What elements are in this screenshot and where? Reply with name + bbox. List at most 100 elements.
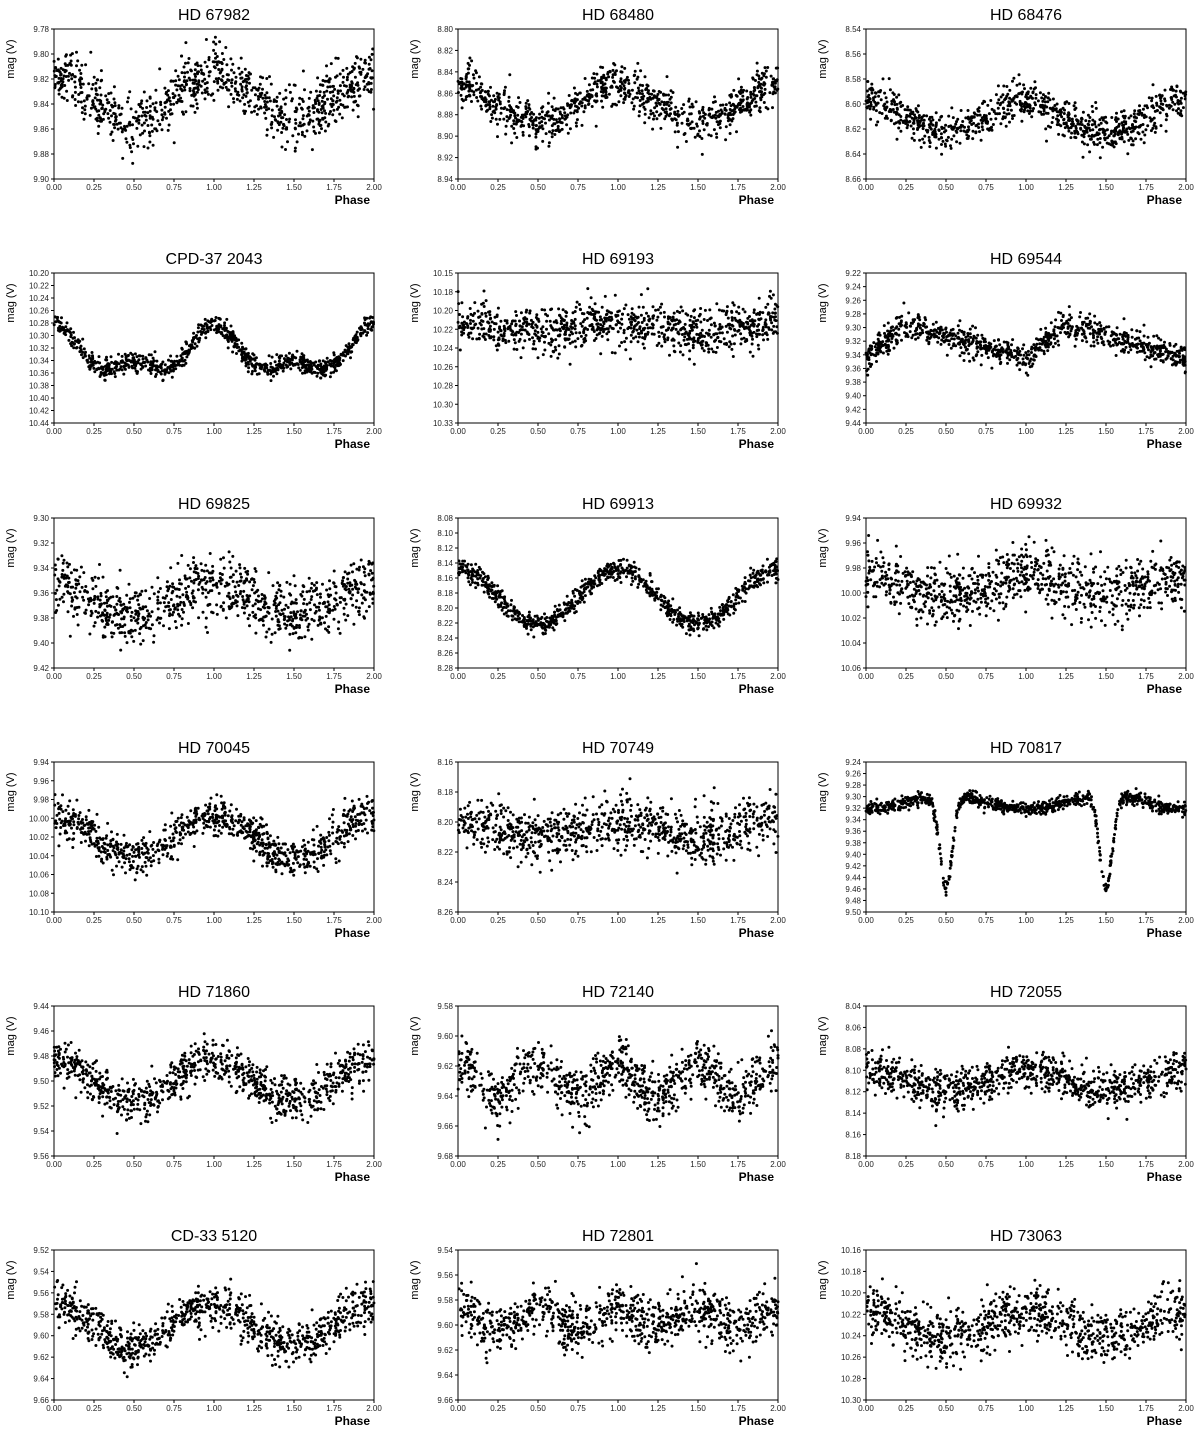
data-point (730, 318, 734, 322)
data-point (758, 90, 762, 93)
x-tick-label: 0.00 (858, 427, 874, 436)
data-point (676, 331, 680, 335)
data-point (757, 323, 761, 326)
data-point (518, 101, 522, 104)
data-point (989, 99, 993, 102)
data-point (1074, 126, 1078, 130)
data-point (758, 106, 762, 110)
data-point (103, 378, 107, 382)
data-point (124, 364, 128, 368)
data-point (715, 120, 719, 124)
data-point (470, 84, 474, 88)
data-point (972, 115, 976, 119)
data-point (515, 348, 519, 351)
data-point (119, 112, 123, 116)
data-point (305, 366, 308, 370)
data-point (155, 110, 159, 114)
data-point (531, 347, 535, 351)
data-point (764, 69, 768, 73)
data-point (1130, 126, 1134, 130)
data-point (643, 332, 647, 336)
data-point (214, 42, 218, 46)
data-point (745, 338, 749, 341)
data-point (669, 101, 673, 105)
data-point (300, 352, 304, 356)
data-point (216, 88, 220, 92)
data-point (258, 366, 262, 370)
data-point (101, 103, 105, 107)
data-point (679, 328, 683, 332)
data-point (952, 134, 956, 138)
data-point (664, 107, 668, 111)
data-point (598, 331, 602, 335)
data-point (724, 125, 728, 129)
data-point (113, 101, 117, 105)
data-point (535, 313, 539, 317)
data-point (305, 363, 309, 367)
data-point (481, 319, 485, 323)
data-point (773, 307, 777, 311)
data-point (1114, 118, 1117, 122)
data-point (767, 326, 771, 330)
data-point (325, 364, 329, 368)
data-point (229, 92, 233, 96)
data-point (623, 340, 627, 344)
data-point (912, 138, 916, 142)
x-tick-label: 1.00 (610, 183, 626, 192)
data-point (73, 342, 76, 346)
data-point (874, 109, 878, 113)
y-tick-label: 9.84 (33, 100, 49, 109)
data-point (80, 77, 84, 81)
data-point (1087, 134, 1091, 138)
data-point (1073, 344, 1077, 348)
data-point (679, 305, 683, 309)
data-point (1094, 101, 1098, 104)
data-point (690, 102, 694, 106)
data-point (313, 371, 317, 374)
data-point (148, 114, 152, 118)
data-point (758, 332, 762, 336)
data-point (74, 104, 78, 107)
data-point (649, 109, 653, 113)
data-point (623, 95, 627, 99)
data-point (575, 124, 578, 128)
data-point (74, 339, 77, 343)
data-point (593, 317, 597, 320)
data-point (1079, 120, 1083, 124)
data-point (741, 98, 745, 102)
data-point (237, 345, 241, 349)
data-point (212, 65, 216, 69)
data-point (654, 308, 658, 312)
data-point (986, 103, 990, 107)
data-point (657, 90, 661, 93)
data-point (80, 111, 84, 115)
data-point (216, 79, 220, 83)
x-axis-label: Phase (1147, 193, 1183, 207)
data-point (1075, 129, 1079, 133)
data-point (707, 350, 711, 354)
data-point (204, 322, 208, 326)
data-point (622, 331, 626, 335)
x-tick-label: 0.25 (490, 427, 506, 436)
data-point (999, 122, 1003, 126)
data-point (226, 338, 230, 342)
panel-title: CPD-37 2043 (166, 251, 263, 268)
data-point (1158, 111, 1162, 115)
data-point (541, 331, 545, 335)
data-point (524, 107, 528, 111)
data-point (718, 331, 722, 335)
data-point (640, 321, 644, 324)
data-point (729, 95, 733, 99)
data-point (945, 353, 949, 357)
x-tick-label: 1.00 (610, 427, 626, 436)
data-point (345, 78, 349, 82)
data-point (359, 325, 363, 329)
data-point (604, 86, 608, 90)
data-point (145, 106, 149, 109)
data-point (467, 89, 471, 93)
data-point (684, 312, 688, 316)
data-point (244, 94, 248, 98)
data-point (119, 365, 123, 369)
y-tick-label: 9.82 (33, 75, 49, 84)
